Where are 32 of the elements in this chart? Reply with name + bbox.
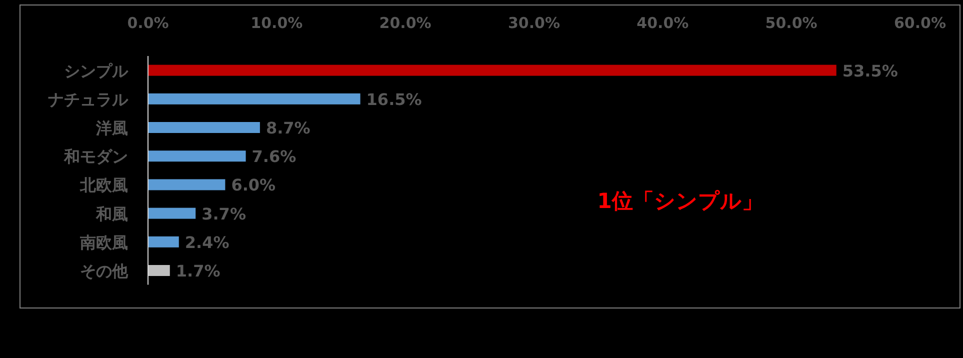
y-tick-label: 和モダン	[63, 147, 128, 166]
bar	[148, 236, 179, 248]
data-label: 1.7%	[176, 262, 220, 280]
y-tick-label: 北欧風	[79, 176, 128, 195]
bar	[148, 150, 246, 162]
data-label: 8.7%	[266, 118, 310, 138]
bar	[148, 93, 360, 104]
bar	[148, 64, 836, 76]
bar	[148, 122, 260, 133]
data-label: 6.0%	[231, 176, 276, 195]
x-tick-label: 40.0%	[636, 14, 689, 32]
bar	[148, 265, 170, 276]
x-tick-label: 30.0%	[508, 14, 560, 32]
x-tick-label: 20.0%	[379, 14, 432, 32]
data-label: 2.4%	[184, 232, 230, 252]
x-tick-label: 50.0%	[765, 14, 818, 32]
y-tick-label: 洋風	[95, 118, 128, 138]
x-tick-label: 10.0%	[250, 14, 303, 32]
data-label: 3.7%	[202, 204, 246, 224]
y-tick-label: 和風	[95, 204, 128, 224]
data-label: 7.6%	[252, 147, 296, 166]
bar	[148, 179, 226, 190]
data-label: 53.5%	[842, 61, 898, 80]
y-tick-label: その他	[80, 262, 129, 280]
x-tick-label: 0.0%	[127, 14, 169, 32]
y-tick-label: シンプル	[64, 61, 129, 80]
x-tick-label: 60.0%	[894, 14, 946, 32]
y-tick-label: 南欧風	[79, 232, 128, 252]
data-label: 16.5%	[366, 90, 422, 109]
bar	[148, 208, 196, 219]
annotation: 1位「シンプル」	[597, 189, 763, 213]
y-tick-label: ナチュラル	[48, 90, 129, 109]
